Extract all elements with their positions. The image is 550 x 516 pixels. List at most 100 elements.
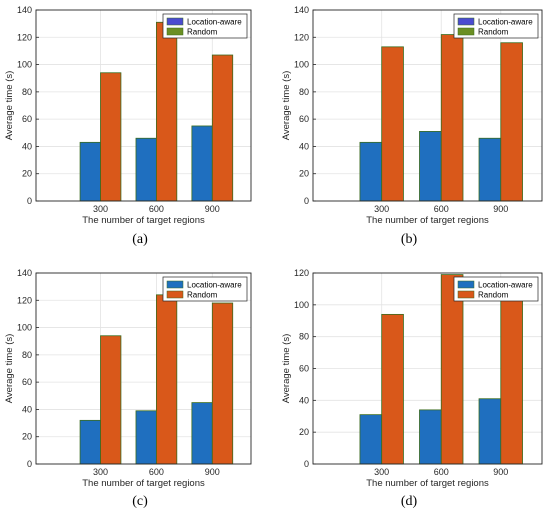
legend-label-random: Random xyxy=(478,28,509,37)
y-tick-label: 60 xyxy=(22,114,32,124)
legend-swatch-location-aware xyxy=(166,17,184,26)
bar-location-aware-300 xyxy=(79,419,101,465)
bar-location-aware-600 xyxy=(135,137,157,202)
bar-random-600 xyxy=(440,274,464,465)
legend-swatch-random xyxy=(166,27,184,36)
y-tick-label: 100 xyxy=(17,323,32,333)
bar-location-aware-600 xyxy=(419,409,442,465)
y-tick-label: 100 xyxy=(17,60,32,70)
bar-random-600 xyxy=(440,34,464,202)
y-tick-label: 0 xyxy=(27,196,32,206)
bar-random-600 xyxy=(155,21,178,202)
axes-box xyxy=(312,272,543,465)
y-tick-label: 40 xyxy=(299,141,309,151)
panel-label: (d) xyxy=(401,494,418,509)
bar-random-300 xyxy=(100,335,122,465)
x-tick-label: 600 xyxy=(434,467,449,477)
y-tick-label: 0 xyxy=(304,196,309,206)
legend-swatch-random xyxy=(457,27,475,36)
x-tick-label: 300 xyxy=(93,467,108,477)
bar-location-aware-300 xyxy=(359,141,383,202)
x-axis-label: The number of target regions xyxy=(366,478,489,489)
bar-location-aware-600 xyxy=(419,131,442,202)
axes-box xyxy=(35,272,252,465)
y-tick-label: 20 xyxy=(299,427,309,437)
bar-location-aware-900 xyxy=(191,402,213,465)
y-tick-label: 0 xyxy=(304,459,309,469)
x-tick-label: 900 xyxy=(205,204,220,214)
bar-random-300 xyxy=(381,313,404,465)
axes-box xyxy=(312,9,543,202)
axes-box xyxy=(35,9,252,202)
chart-panel-1: 0 20 40 60 80 100 120 140 300 600 900 Location-awar… xyxy=(4,5,252,247)
y-tick-label: 80 xyxy=(299,332,309,342)
y-tick-label: 60 xyxy=(299,114,309,124)
y-tick-label: 100 xyxy=(294,300,309,310)
x-tick-label: 900 xyxy=(493,467,508,477)
y-axis-label: Average time (s) xyxy=(4,334,15,404)
legend-swatch-location-aware xyxy=(166,280,184,289)
y-tick-label: 20 xyxy=(22,432,32,442)
y-tick-label: 140 xyxy=(294,5,309,15)
y-tick-label: 80 xyxy=(22,350,32,360)
y-tick-label: 60 xyxy=(299,364,309,374)
bar-location-aware-300 xyxy=(359,414,383,465)
y-axis-label: Average time (s) xyxy=(4,71,15,141)
y-tick-label: 40 xyxy=(22,404,32,414)
x-tick-label: 600 xyxy=(149,467,164,477)
y-tick-label: 0 xyxy=(27,459,32,469)
y-tick-label: 140 xyxy=(17,5,32,15)
legend-label-random: Random xyxy=(478,291,509,300)
bar-random-900 xyxy=(500,42,523,202)
legend-label-random: Random xyxy=(187,291,218,300)
legend-label-location-aware: Location-aware xyxy=(187,18,242,27)
legend-label-location-aware: Location-aware xyxy=(478,18,533,27)
chart-panel-3: 0 20 40 60 80 100 120 140 300 600 900 Location-awar… xyxy=(4,268,252,509)
bar-location-aware-600 xyxy=(135,410,157,465)
x-tick-label: 900 xyxy=(493,204,508,214)
x-axis-label: The number of target regions xyxy=(82,478,205,489)
y-tick-label: 120 xyxy=(17,32,32,42)
x-tick-label: 600 xyxy=(149,204,164,214)
y-axis-label: Average time (s) xyxy=(281,71,292,141)
legend-swatch-random xyxy=(166,290,184,299)
y-tick-label: 100 xyxy=(294,60,309,70)
y-tick-label: 40 xyxy=(22,141,32,151)
y-tick-label: 120 xyxy=(17,295,32,305)
y-axis-label: Average time (s) xyxy=(281,334,292,404)
bar-random-300 xyxy=(381,46,404,202)
legend-swatch-location-aware xyxy=(457,17,475,26)
chart-panel-2: 0 20 40 60 80 100 120 140 300 600 900 Location-awar… xyxy=(281,5,543,247)
x-tick-label: 300 xyxy=(93,204,108,214)
bar-location-aware-900 xyxy=(478,137,502,202)
chart-panel-4: 0 20 40 60 80 100 120 300 600 900 Location-awareRa… xyxy=(281,268,543,509)
bar-random-600 xyxy=(155,294,178,465)
x-tick-label: 300 xyxy=(374,204,389,214)
x-axis-label: The number of target regions xyxy=(366,215,489,226)
bar-location-aware-900 xyxy=(478,398,502,465)
panel-label: (c) xyxy=(132,494,148,509)
legend-label-location-aware: Location-aware xyxy=(187,281,242,290)
y-tick-label: 20 xyxy=(299,169,309,179)
y-tick-label: 140 xyxy=(17,268,32,278)
y-tick-label: 80 xyxy=(299,87,309,97)
bar-location-aware-900 xyxy=(191,125,213,202)
legend-label-location-aware: Location-aware xyxy=(478,281,533,290)
y-tick-label: 40 xyxy=(299,395,309,405)
panel-label: (b) xyxy=(401,232,418,247)
x-tick-label: 600 xyxy=(434,204,449,214)
panel-label: (a) xyxy=(132,232,148,247)
bar-random-900 xyxy=(211,54,234,202)
legend-swatch-random xyxy=(457,290,475,299)
y-tick-label: 20 xyxy=(22,169,32,179)
legend-swatch-location-aware xyxy=(457,280,475,289)
x-tick-label: 900 xyxy=(205,467,220,477)
x-tick-label: 300 xyxy=(374,467,389,477)
bar-random-300 xyxy=(100,72,122,202)
bar-random-900 xyxy=(500,293,523,465)
y-tick-label: 120 xyxy=(294,32,309,42)
y-tick-label: 80 xyxy=(22,87,32,97)
bar-location-aware-300 xyxy=(79,141,101,202)
